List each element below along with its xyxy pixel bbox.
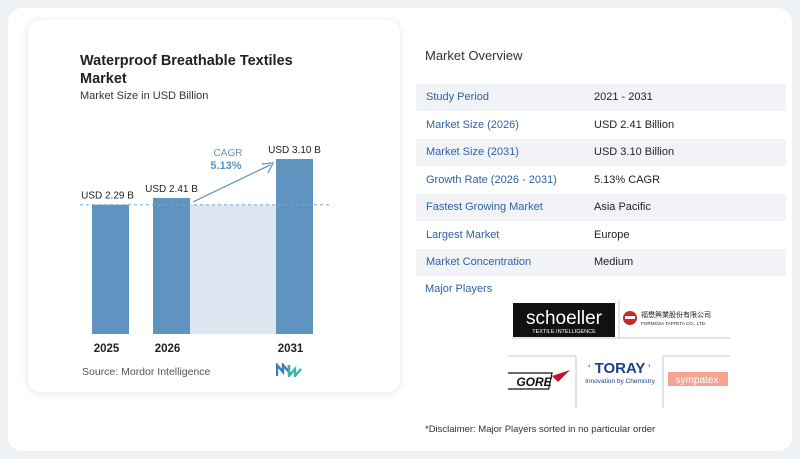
row-value: USD 2.41 Billion bbox=[584, 111, 786, 139]
bar-chart: USD 2.29 B USD 2.41 B USD 3.10 B 2025 2026 20… bbox=[80, 145, 330, 355]
category-label: 2025 bbox=[94, 343, 120, 355]
market-overview-title: Market Overview bbox=[425, 48, 523, 63]
table-row: Market Size (2031) USD 3.10 Billion bbox=[416, 138, 786, 167]
table-row: Market Concentration Medium bbox=[416, 248, 786, 277]
category-label: 2031 bbox=[278, 343, 304, 355]
cagr-arrow bbox=[192, 164, 271, 203]
market-overview-table: Study Period 2021 - 2031 Market Size (20… bbox=[416, 84, 786, 277]
gore-name: GORE bbox=[516, 375, 552, 389]
row-key: Study Period bbox=[416, 84, 584, 112]
sympatex-name: sympatex bbox=[676, 375, 719, 386]
cagr-arrowhead bbox=[261, 162, 275, 174]
formosa-tagline: FORMOSA TAFFETA CO., LTD. bbox=[641, 321, 706, 326]
chart-subtitle: Market Size in USD Billion bbox=[80, 90, 209, 102]
table-row: Fastest Growing Market Asia Pacific bbox=[416, 193, 786, 222]
mordor-intelligence-logo bbox=[276, 363, 302, 377]
table-row: Largest Market Europe bbox=[416, 221, 786, 249]
toray-name: TORAY bbox=[595, 360, 646, 377]
schoeller-logo: schoeller TEXTILE INTELLIGENCE bbox=[513, 303, 615, 337]
row-key: Market Concentration bbox=[416, 248, 584, 277]
table-row: Market Size (2026) USD 2.41 Billion bbox=[416, 111, 786, 139]
row-value: Asia Pacific bbox=[584, 193, 786, 222]
row-key: Market Size (2031) bbox=[416, 138, 584, 167]
major-players-title: Major Players bbox=[425, 283, 493, 295]
gore-logo: GORE bbox=[508, 370, 570, 390]
value-label: USD 2.41 B bbox=[145, 184, 198, 195]
value-label: USD 3.10 B bbox=[268, 145, 321, 156]
row-value: 5.13% CAGR bbox=[584, 166, 786, 194]
table-row: Growth Rate (2026 - 2031) 5.13% CAGR bbox=[416, 166, 786, 194]
schoeller-name: schoeller bbox=[526, 308, 603, 329]
source-note: Source: Mordor Intelligence bbox=[82, 366, 211, 378]
cagr-label: CAGR bbox=[214, 148, 243, 159]
row-value: Europe bbox=[584, 221, 786, 249]
toray-logo: TORAY ‘ ’ Innovation by Chemistry bbox=[585, 360, 655, 385]
chart-title: Waterproof Breathable Textiles Market bbox=[80, 53, 293, 87]
bar-2031 bbox=[276, 159, 313, 334]
svg-text:‘: ‘ bbox=[588, 363, 590, 375]
formosa-taffeta-logo: 福懋興業股份有限公司 FORMOSA TAFFETA CO., LTD. bbox=[623, 310, 711, 326]
schoeller-tagline: TEXTILE INTELLIGENCE bbox=[532, 329, 596, 335]
major-players-logos: schoeller TEXTILE INTELLIGENCE 福懋興業股份有限公… bbox=[508, 300, 730, 408]
sympatex-logo: sympatex bbox=[668, 372, 728, 386]
category-label: 2026 bbox=[155, 343, 181, 355]
row-key: Market Size (2026) bbox=[416, 111, 584, 139]
toray-tagline: Innovation by Chemistry bbox=[585, 378, 655, 385]
bar-2025 bbox=[92, 204, 129, 334]
row-value: Medium bbox=[584, 248, 786, 277]
disclaimer: *Disclaimer: Major Players sorted in no … bbox=[425, 424, 656, 435]
row-key: Largest Market bbox=[416, 221, 584, 249]
value-label: USD 2.29 B bbox=[81, 191, 134, 202]
table-row: Study Period 2021 - 2031 bbox=[416, 84, 786, 112]
row-key: Growth Rate (2026 - 2031) bbox=[416, 166, 584, 194]
row-key: Fastest Growing Market bbox=[416, 193, 584, 222]
cagr-value: 5.13% bbox=[210, 160, 241, 172]
formosa-name: 福懋興業股份有限公司 bbox=[641, 310, 711, 319]
row-value: USD 3.10 Billion bbox=[584, 138, 786, 167]
svg-text:’: ’ bbox=[648, 363, 650, 375]
bar-2026 bbox=[153, 197, 190, 334]
growth-band bbox=[190, 204, 276, 334]
row-value: 2021 - 2031 bbox=[584, 84, 786, 112]
